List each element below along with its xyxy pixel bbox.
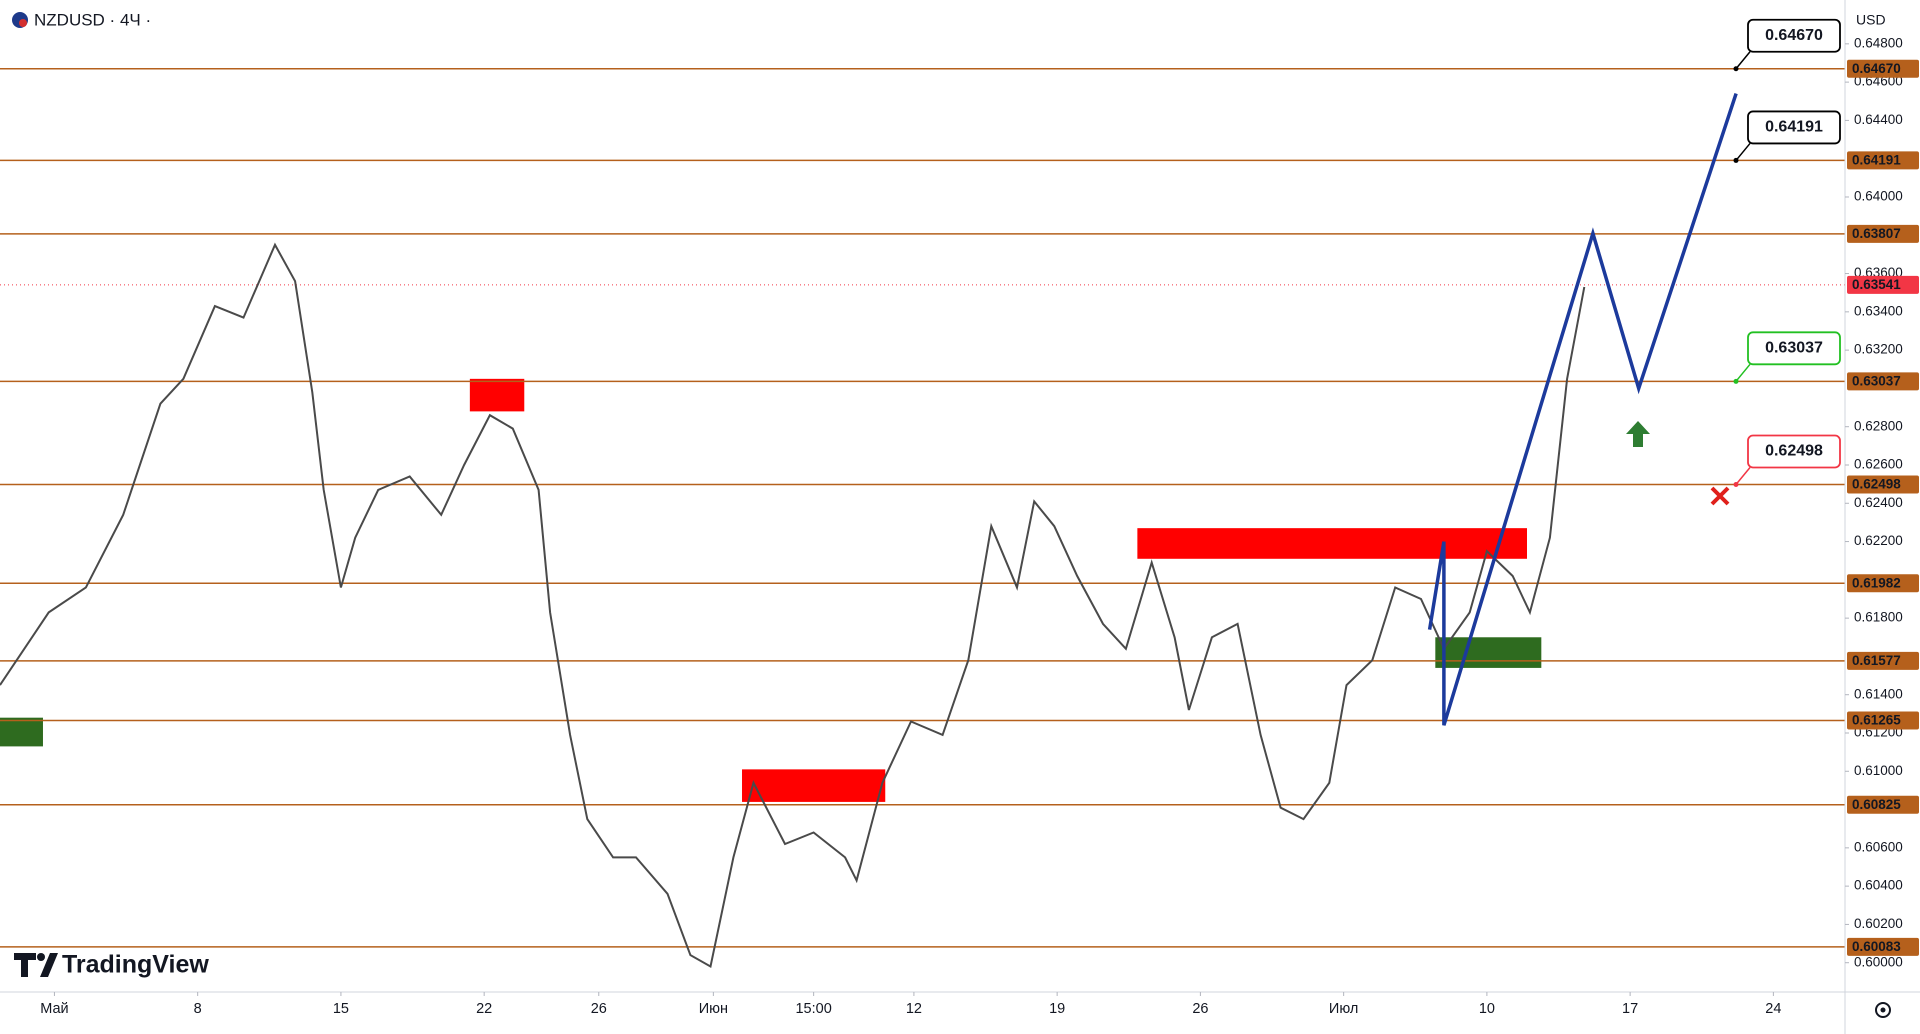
- tv-logo: TradingView: [14, 951, 209, 979]
- y-tick-label: 0.60400: [1854, 878, 1903, 893]
- level-badge-label: 0.61265: [1852, 713, 1901, 728]
- y-tick-label: 0.62200: [1854, 533, 1903, 548]
- settings-ring[interactable]: [1875, 1002, 1891, 1018]
- y-tick-label: 0.64800: [1854, 35, 1903, 50]
- x-tick-label: 8: [194, 1001, 202, 1017]
- callout-label: 0.62498: [1765, 443, 1823, 460]
- up-arrow: [1626, 421, 1650, 447]
- zone: [742, 769, 886, 802]
- callout-connector: [1735, 142, 1751, 161]
- settings-icon[interactable]: [1875, 1002, 1891, 1018]
- symbol-title: NZDUSD · 4Ч ·: [34, 10, 151, 29]
- level-badge: [1847, 651, 1919, 670]
- x-tick-label: 15:00: [795, 1001, 831, 1017]
- level-badge-label: 0.60825: [1852, 797, 1901, 812]
- logo-dot: [37, 953, 45, 961]
- x-tick-label: 17: [1622, 1001, 1638, 1017]
- current-price-label: 0.63541: [1852, 277, 1901, 292]
- zone: [0, 717, 43, 747]
- y-tick-label: 0.60600: [1854, 839, 1903, 854]
- y-tick-label: 0.62600: [1854, 457, 1903, 472]
- plot-area: 0.64670 0.64191 0.63037 0.62498: [0, 18, 1845, 969]
- x-tick-label: 19: [1049, 1001, 1065, 1017]
- callout-label: 0.64191: [1765, 119, 1823, 136]
- level-badge: [1847, 795, 1919, 814]
- y-tick-label: 0.63400: [1854, 303, 1903, 318]
- zone: [1435, 637, 1542, 668]
- level-badge-label: 0.63807: [1852, 226, 1901, 241]
- x-tick-label: 26: [1192, 1001, 1208, 1017]
- level-badge-label: 0.64191: [1852, 152, 1901, 167]
- symbol-flag-star: [19, 19, 27, 27]
- x-tick-label: Май: [40, 1001, 68, 1017]
- callout-connector: [1735, 51, 1751, 70]
- x-tick-label: 24: [1765, 1001, 1781, 1017]
- level-badge: [1847, 372, 1919, 391]
- level-badge-label: 0.61982: [1852, 575, 1901, 590]
- x-tick-label: 10: [1479, 1001, 1495, 1017]
- x-tick-label: Июл: [1329, 1001, 1358, 1017]
- y-tick-label: 0.60000: [1854, 954, 1903, 969]
- callout-label: 0.63037: [1765, 340, 1823, 357]
- level-badge: [1847, 224, 1919, 243]
- x-tick-label: 12: [906, 1001, 922, 1017]
- y-tick-label: 0.64000: [1854, 189, 1903, 204]
- current-price-badge: [1847, 275, 1919, 294]
- y-tick-label: 0.61400: [1854, 686, 1903, 701]
- y-tick-label: 0.63200: [1854, 342, 1903, 357]
- callout-box: [1747, 18, 1841, 53]
- y-tick-label: 0.61000: [1854, 763, 1903, 778]
- settings-center[interactable]: [1880, 1007, 1886, 1013]
- level-badge-label: 0.62498: [1852, 477, 1901, 492]
- callout-label: 0.64670: [1765, 27, 1823, 44]
- cross-mark: [1710, 486, 1730, 506]
- level-badge: [1847, 574, 1919, 593]
- y-tick-label: 0.62800: [1854, 418, 1903, 433]
- y-tick-label: 0.62400: [1854, 495, 1903, 510]
- level-badge: [1847, 711, 1919, 730]
- x-tick-label: 22: [476, 1001, 492, 1017]
- price-line: [0, 242, 1586, 969]
- logo-mark: [14, 953, 58, 977]
- level-badge: [1847, 937, 1919, 956]
- projection-line: [1427, 93, 1738, 726]
- callout-connector: [1735, 363, 1751, 382]
- y-tick-label: 0.64400: [1854, 112, 1903, 127]
- y-tick-label: 0.60200: [1854, 916, 1903, 931]
- y-tick-label: 0.61800: [1854, 610, 1903, 625]
- level-badge-label: 0.60083: [1852, 939, 1901, 954]
- brand: TradingView: [62, 951, 209, 979]
- level-badge: [1847, 59, 1919, 78]
- level-badge: [1847, 475, 1919, 494]
- axes: 0.60000 0.60200 0.60400 0.60600 0.61000 0.612…: [40, 35, 1919, 1017]
- callout-box: [1747, 331, 1841, 366]
- x-tick-label: 15: [333, 1001, 349, 1017]
- level-badge-label: 0.63037: [1852, 373, 1901, 388]
- x-tick-label: Июн: [699, 1001, 728, 1017]
- level-badge: [1847, 151, 1919, 170]
- level-badge-label: 0.64670: [1852, 61, 1901, 76]
- zone: [469, 378, 525, 412]
- callout-connector: [1735, 467, 1751, 485]
- level-badge-label: 0.61577: [1852, 653, 1901, 668]
- callout-box: [1747, 434, 1841, 469]
- currency-label: USD: [1856, 12, 1886, 28]
- x-tick-label: 26: [591, 1001, 607, 1017]
- callout-box: [1747, 110, 1841, 145]
- zone: [1137, 528, 1527, 559]
